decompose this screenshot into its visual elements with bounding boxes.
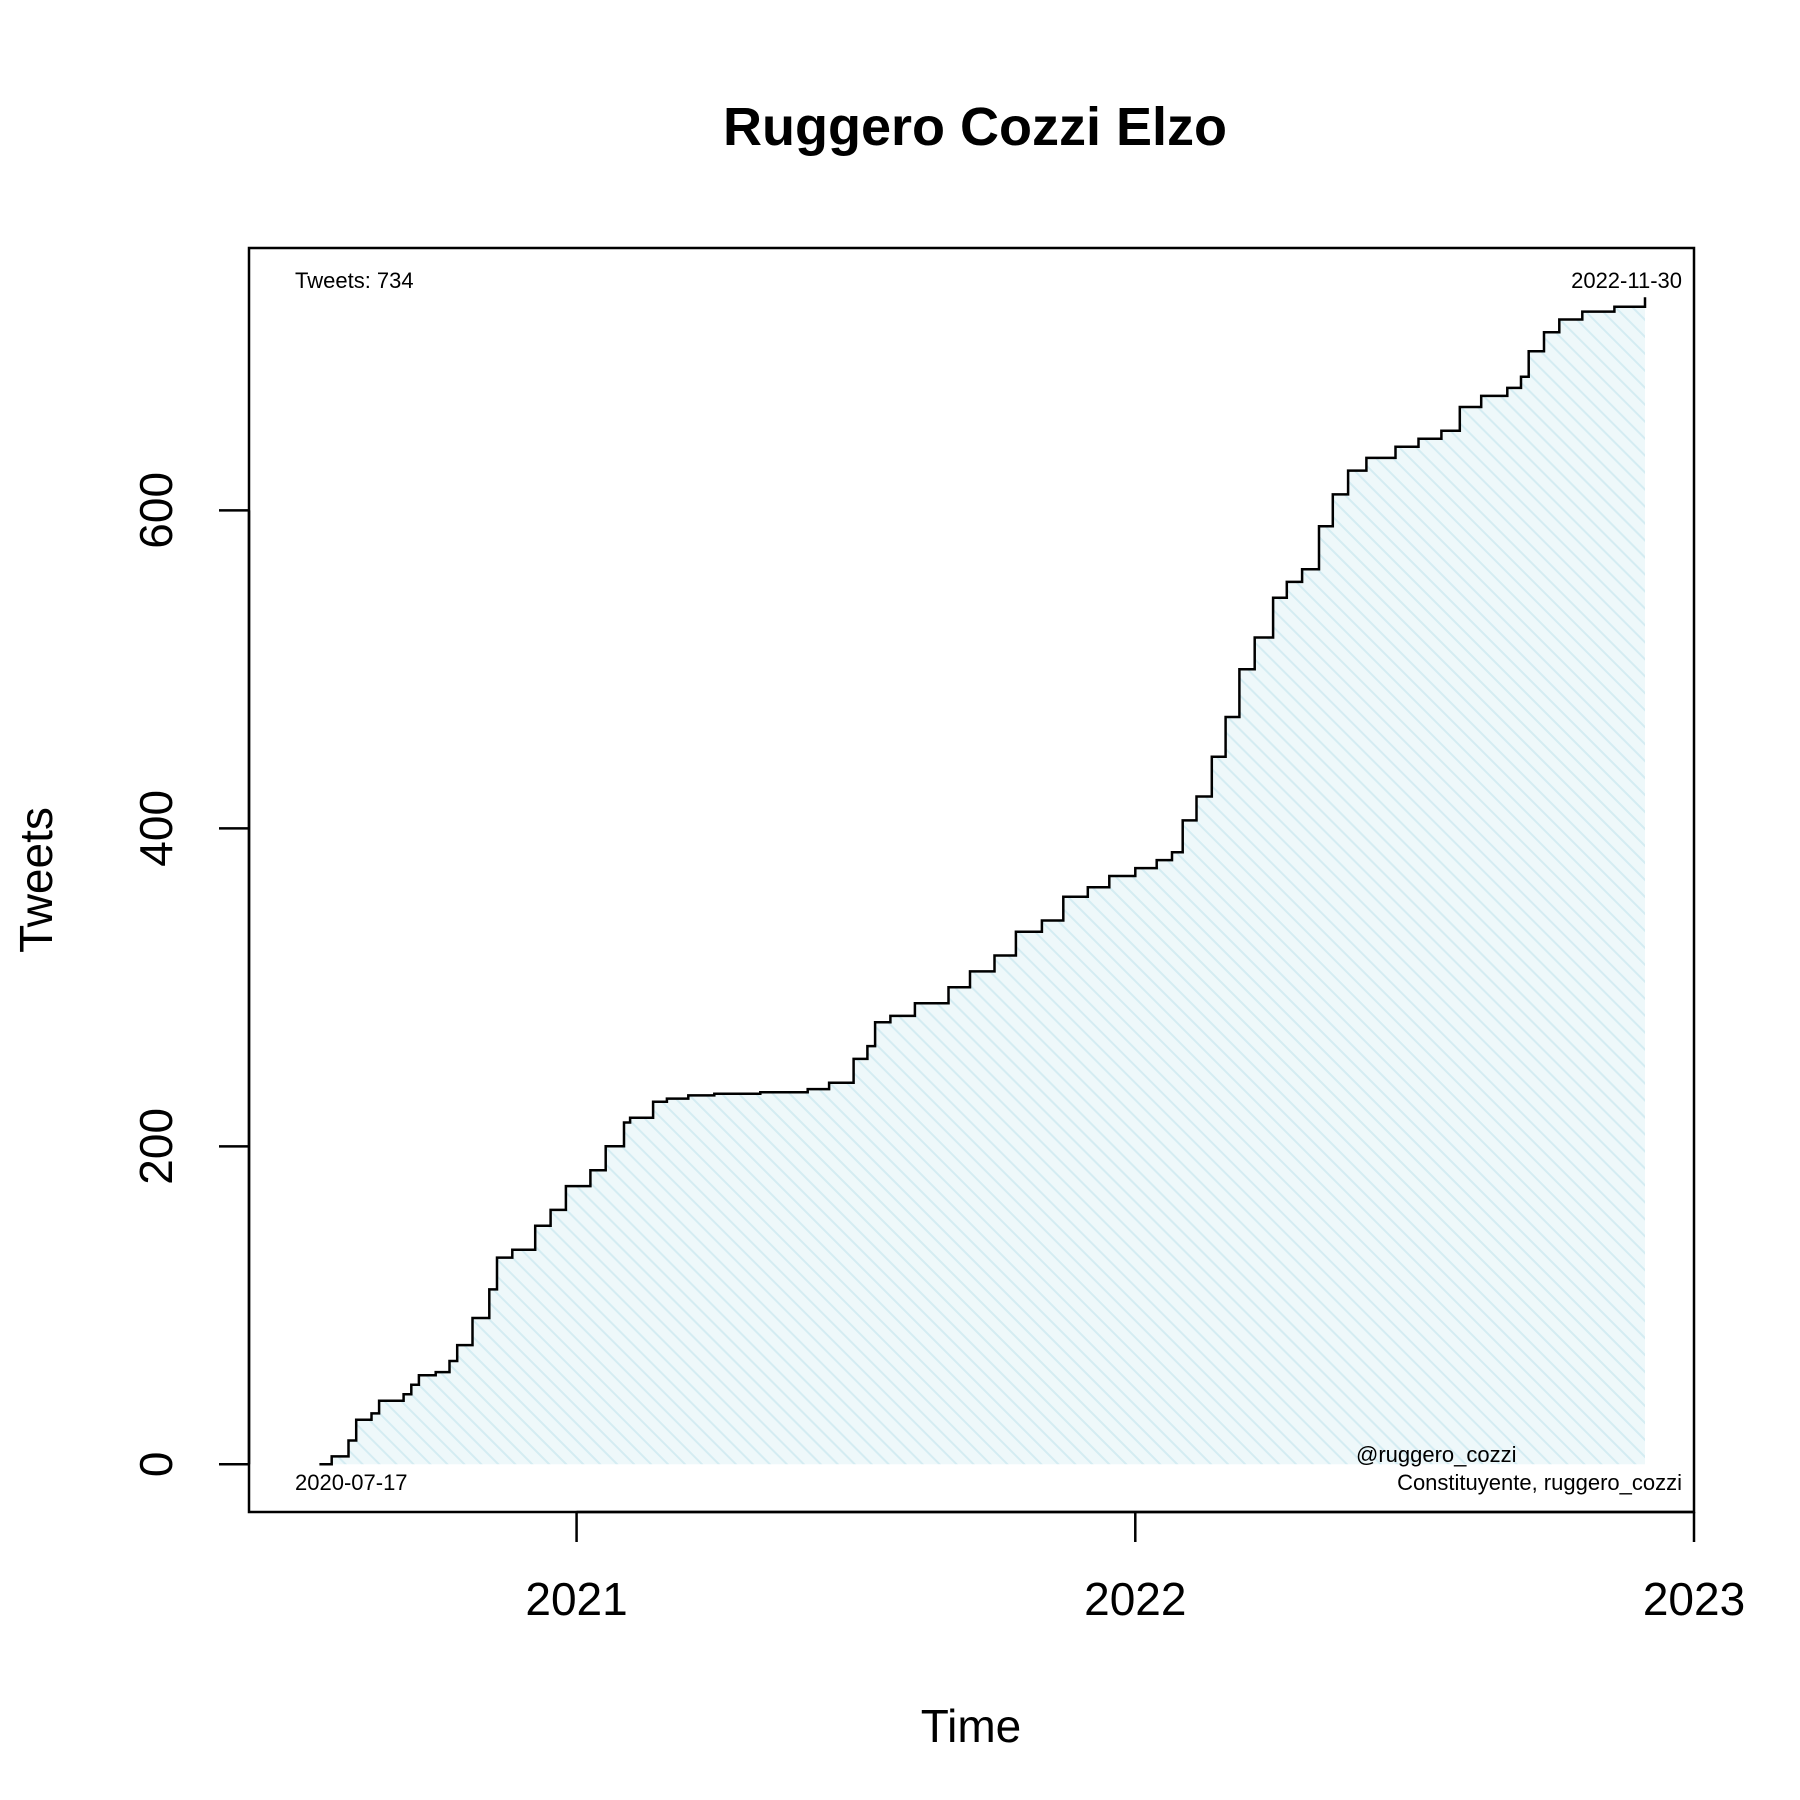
y-tick-label-400: 400 bbox=[130, 790, 182, 867]
plot-area bbox=[247, 246, 1696, 1514]
chart-title: Ruggero Cozzi Elzo bbox=[723, 97, 1227, 157]
start-date-note: 2020-07-17 bbox=[295, 1470, 408, 1495]
x-tick-label-2022: 2022 bbox=[1084, 1573, 1186, 1625]
cumulative-area bbox=[319, 297, 1645, 1465]
y-tick-label-200: 200 bbox=[130, 1108, 182, 1185]
x-tick-label-2023: 2023 bbox=[1643, 1573, 1745, 1625]
x-axis: 2021 2022 2023 bbox=[525, 1510, 1745, 1625]
y-axis-label: Tweets bbox=[10, 807, 62, 953]
tweet-total-note: Tweets: 734 bbox=[295, 268, 414, 293]
y-axis: 0 200 400 600 bbox=[130, 472, 251, 1478]
account-note: Constituyente, ruggero_cozzi bbox=[1397, 1470, 1682, 1495]
x-tick-label-2021: 2021 bbox=[525, 1573, 627, 1625]
cumulative-tweets-line bbox=[319, 297, 1647, 1466]
y-tick-label-0: 0 bbox=[130, 1452, 182, 1478]
handle-note: @ruggero_cozzi bbox=[1356, 1442, 1517, 1467]
y-tick-label-600: 600 bbox=[130, 472, 182, 549]
x-axis-label: Time bbox=[921, 1700, 1022, 1752]
end-date-note: 2022-11-30 bbox=[1571, 268, 1682, 293]
